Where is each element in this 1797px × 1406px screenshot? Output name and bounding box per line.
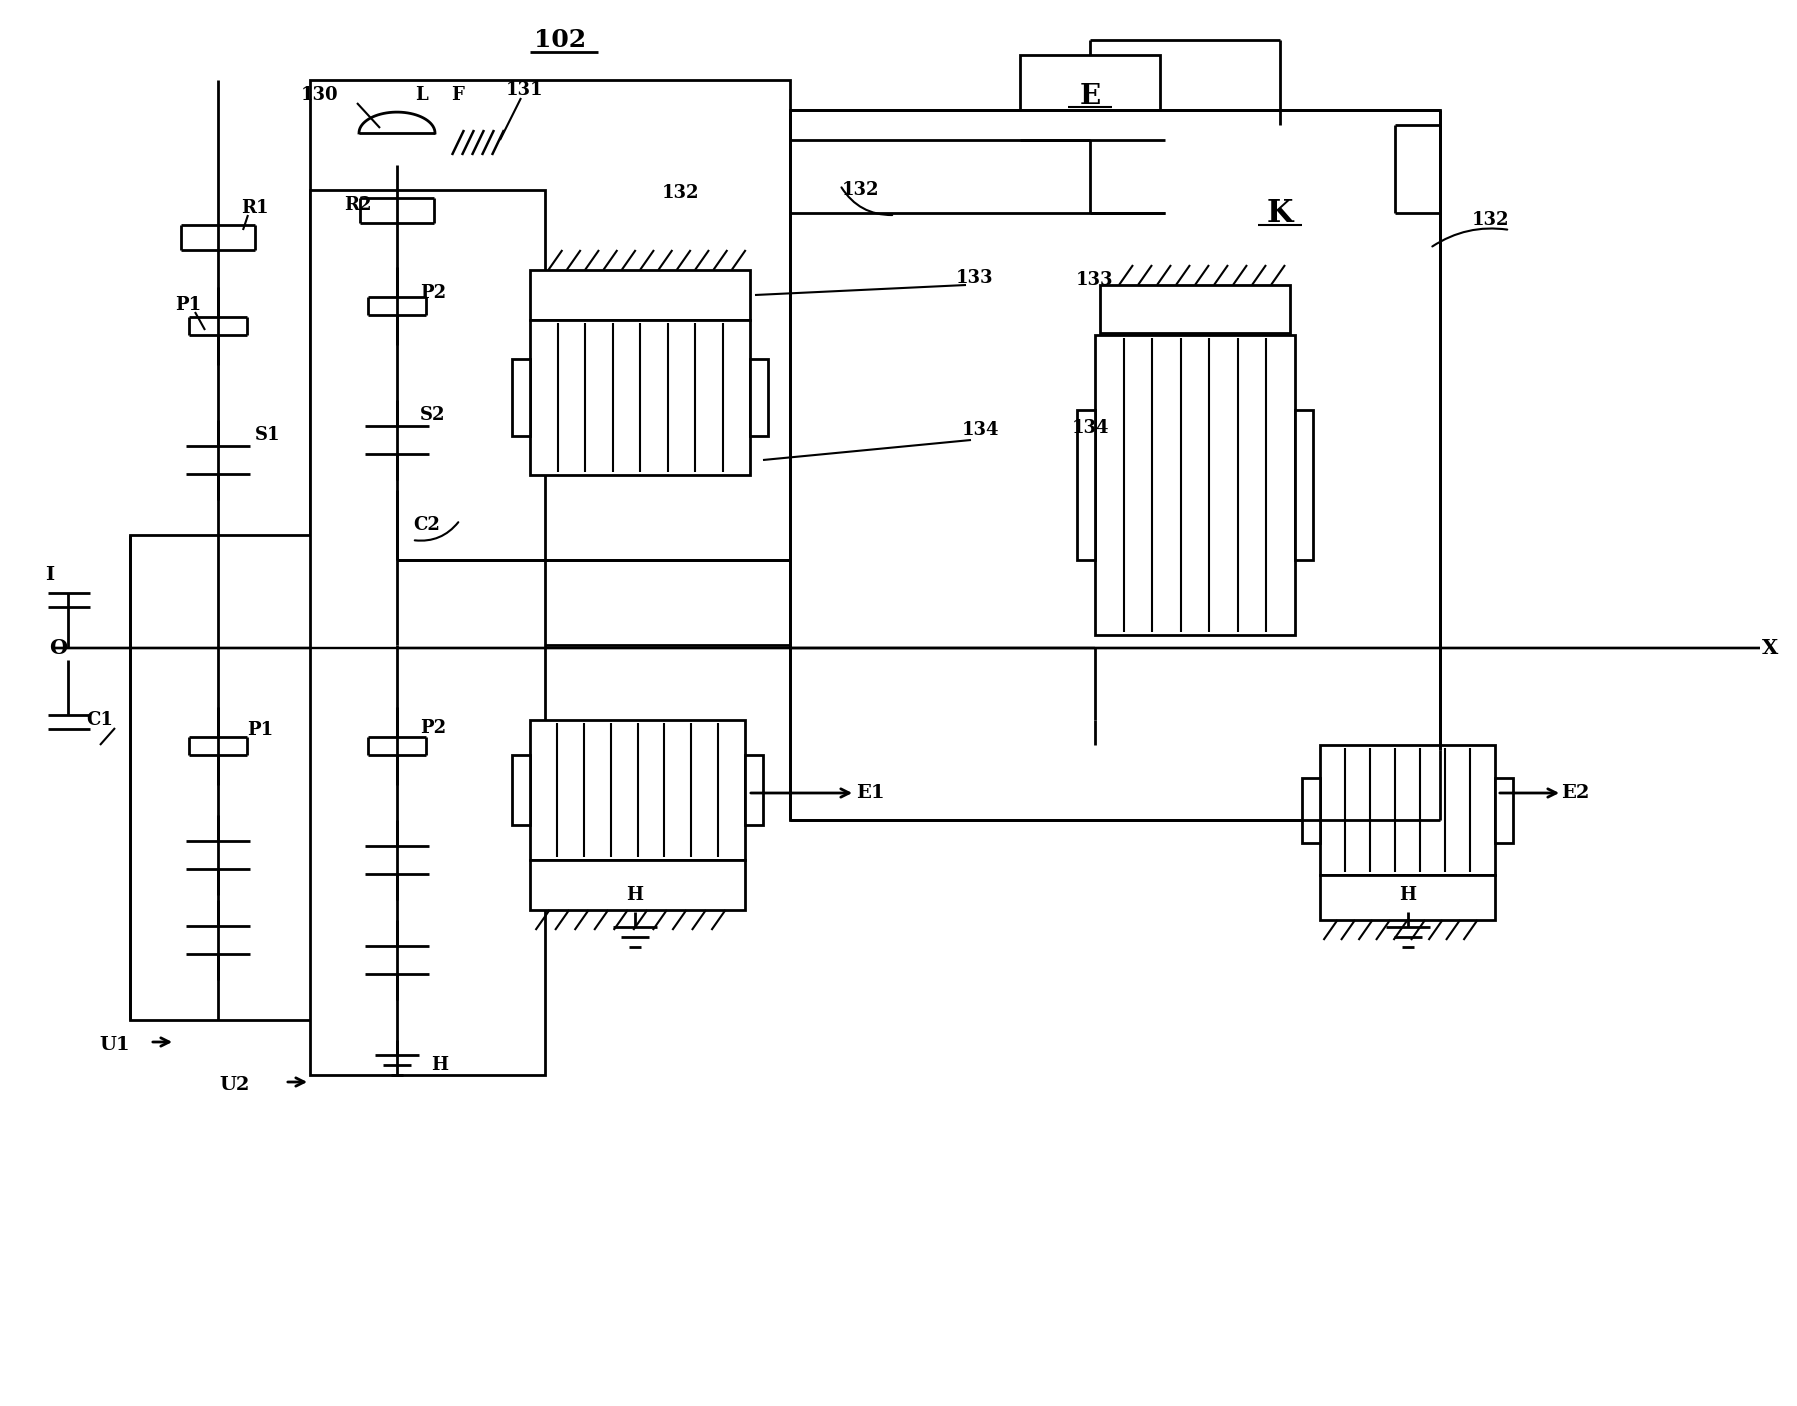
Text: P1: P1: [174, 297, 201, 314]
Text: C1: C1: [86, 711, 113, 728]
Text: 102: 102: [534, 28, 586, 52]
Bar: [1164, 125, 1394, 299]
Bar: [530, 720, 746, 860]
Text: 132: 132: [1472, 211, 1509, 229]
Bar: [1303, 778, 1321, 842]
Text: E2: E2: [1562, 785, 1589, 801]
Text: R1: R1: [241, 200, 270, 217]
Bar: [311, 80, 791, 645]
Bar: [512, 755, 530, 825]
Text: P1: P1: [246, 721, 273, 740]
Bar: [129, 536, 314, 1019]
Text: S1: S1: [255, 426, 280, 444]
Text: R2: R2: [345, 195, 372, 214]
Text: U1: U1: [99, 1036, 131, 1054]
Bar: [749, 359, 767, 436]
Bar: [1094, 335, 1296, 636]
Bar: [530, 321, 749, 475]
Bar: [512, 359, 530, 436]
Bar: [1021, 55, 1161, 141]
Text: P2: P2: [420, 718, 446, 737]
Bar: [746, 755, 764, 825]
Text: 133: 133: [956, 269, 994, 287]
Text: X: X: [1761, 638, 1779, 658]
Text: 131: 131: [507, 82, 544, 98]
Text: E: E: [1080, 83, 1100, 111]
Bar: [1100, 285, 1290, 333]
Text: P2: P2: [420, 284, 446, 302]
Text: L: L: [415, 86, 428, 104]
Text: U2: U2: [219, 1076, 250, 1094]
Text: H: H: [431, 1056, 449, 1074]
Bar: [1495, 778, 1513, 842]
Text: O: O: [49, 638, 66, 658]
Text: S2: S2: [420, 406, 446, 425]
Bar: [1321, 875, 1495, 920]
Text: 134: 134: [1071, 419, 1109, 437]
Bar: [1321, 745, 1495, 875]
Text: 134: 134: [961, 420, 999, 439]
Text: I: I: [45, 567, 54, 583]
Bar: [530, 860, 746, 910]
Text: 133: 133: [1076, 271, 1114, 290]
Text: E1: E1: [855, 785, 884, 801]
Text: H: H: [1400, 886, 1416, 904]
Text: 132: 132: [661, 184, 699, 202]
Text: H: H: [627, 886, 643, 904]
Text: 132: 132: [841, 181, 879, 200]
Bar: [311, 190, 544, 1076]
Text: K: K: [1267, 197, 1294, 229]
Text: C2: C2: [413, 516, 440, 534]
Bar: [1076, 411, 1094, 560]
Bar: [1296, 411, 1314, 560]
Bar: [530, 270, 749, 321]
Text: F: F: [451, 86, 464, 104]
Text: 130: 130: [302, 86, 340, 104]
Bar: [791, 110, 1439, 820]
